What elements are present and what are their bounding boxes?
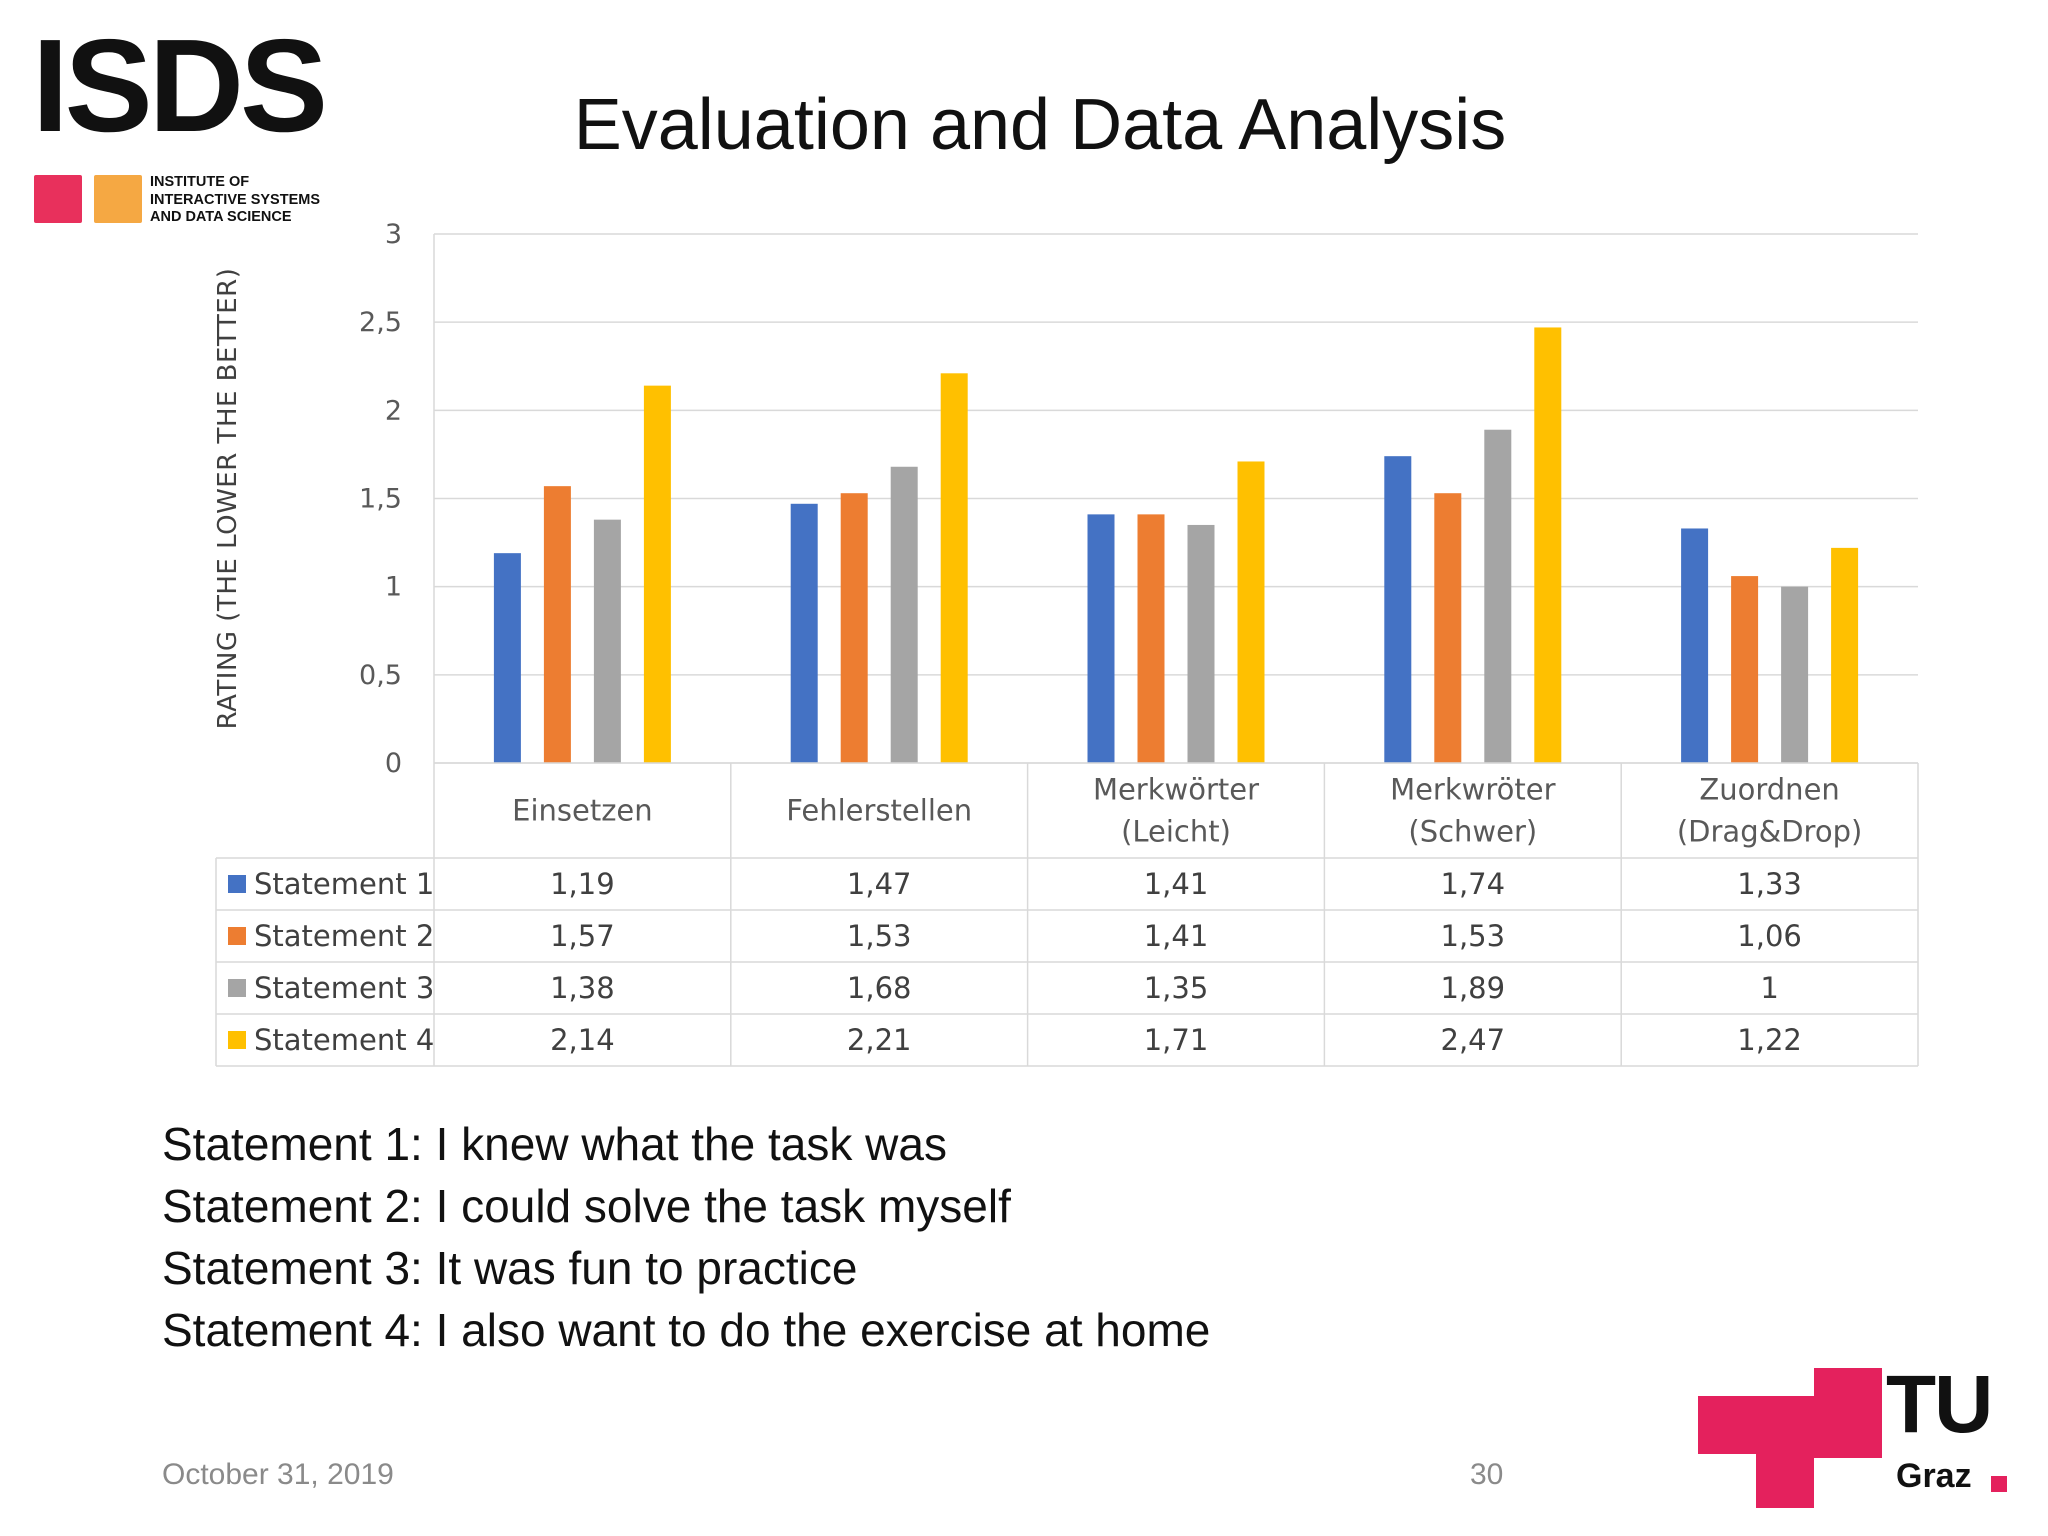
data-table-value: 1,71: [1144, 1023, 1209, 1057]
legend-label: Statement 2: [254, 919, 434, 953]
data-table-value: 1,33: [1737, 867, 1802, 901]
isds-subtitle: INSTITUTE OF INTERACTIVE SYSTEMS AND DAT…: [150, 174, 320, 225]
legend-label: Statement 1: [254, 867, 434, 901]
statement-legend-list: Statement 1: I knew what the task was St…: [162, 1113, 1210, 1361]
tu-wordmark: TU: [1886, 1359, 1993, 1450]
footer-date: October 31, 2019: [162, 1458, 394, 1491]
data-table-value: 1,38: [550, 971, 615, 1005]
x-category-label: Merkwröter: [1390, 773, 1556, 807]
bar: [1384, 456, 1412, 763]
page-title: Evaluation and Data Analysis: [573, 85, 1507, 165]
page-number: 30: [1470, 1458, 1504, 1491]
data-table-value: 1,35: [1144, 971, 1209, 1005]
data-table-value: 1: [1760, 971, 1778, 1005]
bar: [890, 466, 918, 763]
legend-swatch: [228, 927, 246, 945]
legend-swatch: [228, 1031, 246, 1049]
statement-line-4: Statement 4: I also want to do the exerc…: [162, 1304, 1211, 1356]
tu-graz-logo-block: [1698, 1396, 1756, 1454]
data-table-value: 1,53: [847, 919, 912, 953]
logo-square-orange: [94, 175, 142, 223]
bar: [1534, 327, 1562, 763]
data-table-value: 1,06: [1737, 919, 1802, 953]
legend-label: Statement 3: [254, 971, 434, 1005]
data-table-value: 1,47: [847, 867, 912, 901]
y-tick-label: 0,5: [359, 660, 402, 691]
x-category-label: (Leicht): [1121, 815, 1231, 849]
x-category-label: (Drag&Drop): [1677, 815, 1862, 849]
data-table-value: 1,19: [550, 867, 615, 901]
x-category-label: Fehlerstellen: [786, 794, 972, 828]
y-tick-label: 2,5: [359, 307, 402, 338]
data-table-value: 1,53: [1441, 919, 1506, 953]
tu-graz-logo-block: [1756, 1396, 1814, 1508]
x-category-label: Zuordnen: [1699, 773, 1839, 807]
bar: [1087, 514, 1115, 763]
data-table-value: 2,47: [1441, 1023, 1506, 1057]
data-table-value: 1,68: [847, 971, 912, 1005]
y-tick-label: 1: [385, 572, 402, 603]
y-tick-label: 2: [385, 395, 402, 426]
bar: [1237, 461, 1265, 763]
bar: [1137, 514, 1165, 763]
bar: [840, 493, 868, 763]
data-table-value: 2,21: [847, 1023, 912, 1057]
bar: [593, 519, 621, 763]
data-table-value: 1,74: [1441, 867, 1506, 901]
y-tick-label: 3: [385, 219, 402, 250]
bar: [1731, 576, 1759, 763]
data-table-value: 1,22: [1737, 1023, 1802, 1057]
logo-square-red: [34, 175, 82, 223]
bar: [790, 503, 818, 763]
bar: [493, 553, 521, 763]
tu-graz-logo-block: [1872, 1368, 1882, 1426]
y-axis-title: RATING (THE LOWER THE BETTER): [213, 268, 243, 730]
bar: [1484, 429, 1512, 763]
graz-dot: [1991, 1476, 2007, 1492]
bar: [1681, 528, 1709, 763]
legend-label: Statement 4: [254, 1023, 434, 1057]
bar: [940, 373, 968, 763]
y-tick-label: 0: [385, 748, 402, 779]
bar: [1831, 547, 1859, 763]
bar: [1187, 524, 1215, 763]
statement-line-3: Statement 3: It was fun to practice: [162, 1242, 858, 1294]
legend-swatch: [228, 875, 246, 893]
data-table-value: 1,89: [1441, 971, 1506, 1005]
data-table-value: 1,57: [550, 919, 615, 953]
data-table-value: 1,41: [1144, 919, 1209, 953]
data-table-value: 2,14: [550, 1023, 615, 1057]
x-category-label: Einsetzen: [512, 794, 653, 828]
data-table-value: 1,41: [1144, 867, 1209, 901]
tu-graz-logo-block: [1828, 1426, 1882, 1458]
bar: [543, 486, 571, 763]
isds-logo: ISDS INSTITUTE OF INTERACTIVE SYSTEMS AN…: [32, 12, 342, 226]
x-category-label: (Schwer): [1408, 815, 1537, 849]
isds-wordmark: ISDS: [32, 12, 328, 159]
legend-swatch: [228, 979, 246, 997]
statement-line-2: Statement 2: I could solve the task myse…: [162, 1180, 1011, 1232]
bar: [643, 385, 671, 763]
bar: [1434, 493, 1462, 763]
x-category-label: Merkwörter: [1093, 773, 1259, 807]
tu-graz-logo: TU Graz: [1698, 1362, 2008, 1508]
graz-wordmark: Graz: [1896, 1457, 1972, 1495]
statement-line-1: Statement 1: I knew what the task was: [162, 1118, 947, 1170]
y-tick-label: 1,5: [359, 484, 402, 515]
bar: [1781, 586, 1809, 763]
